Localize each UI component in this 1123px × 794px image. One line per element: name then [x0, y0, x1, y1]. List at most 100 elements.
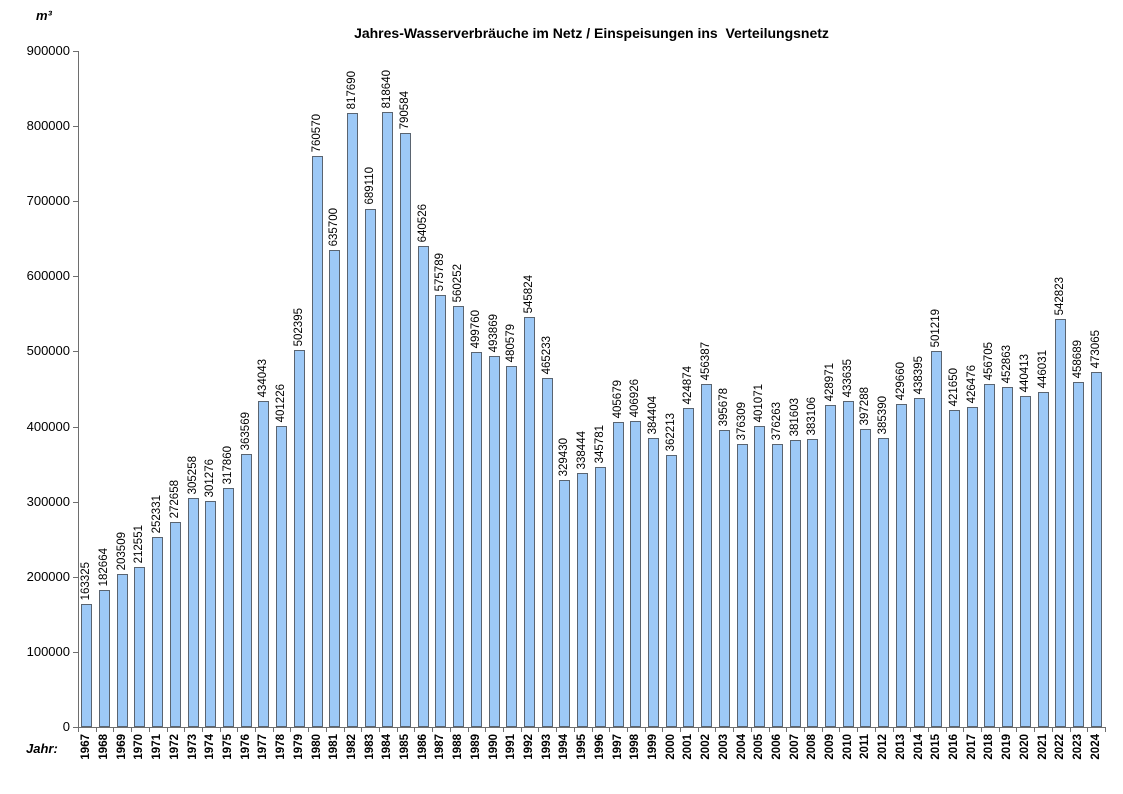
chart-title: Jahres-Wasserverbräuche im Netz / Einspe… [354, 25, 829, 41]
x-tick-label: 2008 [806, 734, 819, 760]
x-tick-mark [343, 728, 345, 732]
x-axis-label: Jahr: [26, 741, 58, 756]
bar-1997 [612, 422, 624, 727]
bar-2020 [1019, 396, 1031, 727]
bar-value-label: 401226 [275, 383, 288, 422]
x-tick-label: 1989 [469, 734, 482, 760]
bar-2022 [1055, 319, 1067, 727]
bar-value-label: 376263 [770, 401, 783, 440]
bar-value-label: 329430 [558, 437, 571, 476]
bar-value-label: 301276 [204, 458, 217, 497]
x-tick-label: 2004 [735, 734, 748, 760]
bar-2007 [789, 440, 801, 727]
x-tick-mark [78, 728, 79, 732]
x-tick-mark [786, 728, 788, 732]
bar-2017 [966, 407, 978, 727]
x-tick-label: 2003 [717, 734, 730, 760]
bar-value-label: 760570 [310, 113, 323, 152]
x-tick-mark [361, 728, 363, 732]
bar-2018 [984, 384, 996, 727]
x-tick-label: 1968 [98, 734, 111, 760]
x-tick-mark [467, 728, 469, 732]
bar-value-label: 452863 [1001, 344, 1014, 383]
bar-2012 [878, 438, 890, 727]
bar-1995 [577, 473, 589, 727]
x-tick-mark [502, 728, 504, 732]
x-tick-label: 1980 [310, 734, 323, 760]
bar-value-label: 203509 [115, 531, 128, 570]
bar-1973 [187, 498, 199, 727]
bar-value-label: 272658 [168, 479, 181, 518]
y-tick-mark [73, 501, 78, 503]
bar-value-label: 635700 [328, 207, 341, 246]
y-tick-mark [73, 276, 78, 278]
x-tick-mark [750, 728, 752, 732]
x-tick-mark [414, 728, 416, 732]
bar-1972 [169, 522, 181, 727]
bar-2024 [1090, 372, 1102, 727]
bar-1970 [134, 567, 146, 727]
bar-value-label: 473065 [1089, 329, 1102, 368]
bar-1967 [81, 604, 93, 727]
bar-2004 [736, 444, 748, 727]
x-tick-label: 1990 [487, 734, 500, 760]
x-tick-label: 2007 [788, 734, 801, 760]
x-tick-label: 2010 [841, 734, 854, 760]
x-tick-label: 2009 [824, 734, 837, 760]
bar-value-label: 385390 [877, 395, 890, 434]
x-tick-label: 2023 [1071, 734, 1084, 760]
x-tick-mark [219, 728, 221, 732]
bar-value-label: 401071 [753, 383, 766, 422]
bar-1993 [541, 378, 553, 727]
x-tick-label: 1979 [292, 734, 305, 760]
x-tick-mark [1051, 728, 1053, 732]
x-tick-label: 1997 [611, 734, 624, 760]
bar-value-label: 345781 [593, 424, 606, 463]
x-tick-label: 1975 [222, 734, 234, 760]
x-tick-label: 2011 [859, 734, 872, 759]
bar-1989 [470, 352, 482, 727]
x-tick-label: 2012 [877, 734, 890, 760]
bar-value-label: 421650 [947, 367, 960, 406]
x-tick-label: 1996 [593, 734, 606, 760]
bar-value-label: 426476 [965, 364, 978, 403]
bar-value-label: 397288 [859, 386, 872, 425]
x-tick-mark [1087, 728, 1089, 732]
x-tick-mark [626, 728, 628, 732]
x-tick-mark [857, 728, 859, 732]
bar-1979 [293, 350, 305, 727]
y-tick-label: 700000 [26, 193, 70, 209]
x-tick-label: 2022 [1054, 734, 1067, 760]
bar-1975 [223, 488, 234, 727]
bar-value-label: 501219 [930, 308, 943, 347]
x-tick-label: 2017 [965, 734, 978, 760]
x-tick-mark [237, 728, 239, 732]
bar-1974 [205, 501, 217, 727]
x-tick-label: 1992 [523, 734, 536, 760]
bar-value-label: 790584 [399, 90, 412, 129]
bar-2001 [683, 408, 695, 727]
x-tick-label: 2005 [753, 734, 766, 760]
y-tick-mark [73, 426, 78, 428]
bar-value-label: 405679 [611, 379, 624, 418]
y-tick-mark [73, 727, 78, 728]
x-tick-label: 1995 [576, 734, 589, 760]
bar-1985 [400, 133, 412, 727]
bar-2013 [895, 404, 907, 727]
bar-value-label: 212551 [133, 524, 146, 563]
bar-value-label: 363569 [239, 411, 252, 450]
x-tick-mark [201, 728, 203, 732]
bar-value-label: 465233 [540, 335, 553, 374]
y-tick-mark [73, 651, 78, 653]
x-tick-mark [927, 728, 929, 732]
bar-1996 [594, 467, 606, 727]
bar-value-label: 575789 [434, 252, 447, 291]
bar-1968 [99, 590, 111, 727]
x-tick-mark [733, 728, 735, 732]
x-tick-label: 2016 [947, 734, 960, 760]
bar-value-label: 458689 [1071, 339, 1084, 378]
x-tick-label: 1970 [133, 734, 146, 760]
x-tick-label: 2000 [664, 734, 677, 760]
bar-value-label: 252331 [151, 494, 164, 533]
